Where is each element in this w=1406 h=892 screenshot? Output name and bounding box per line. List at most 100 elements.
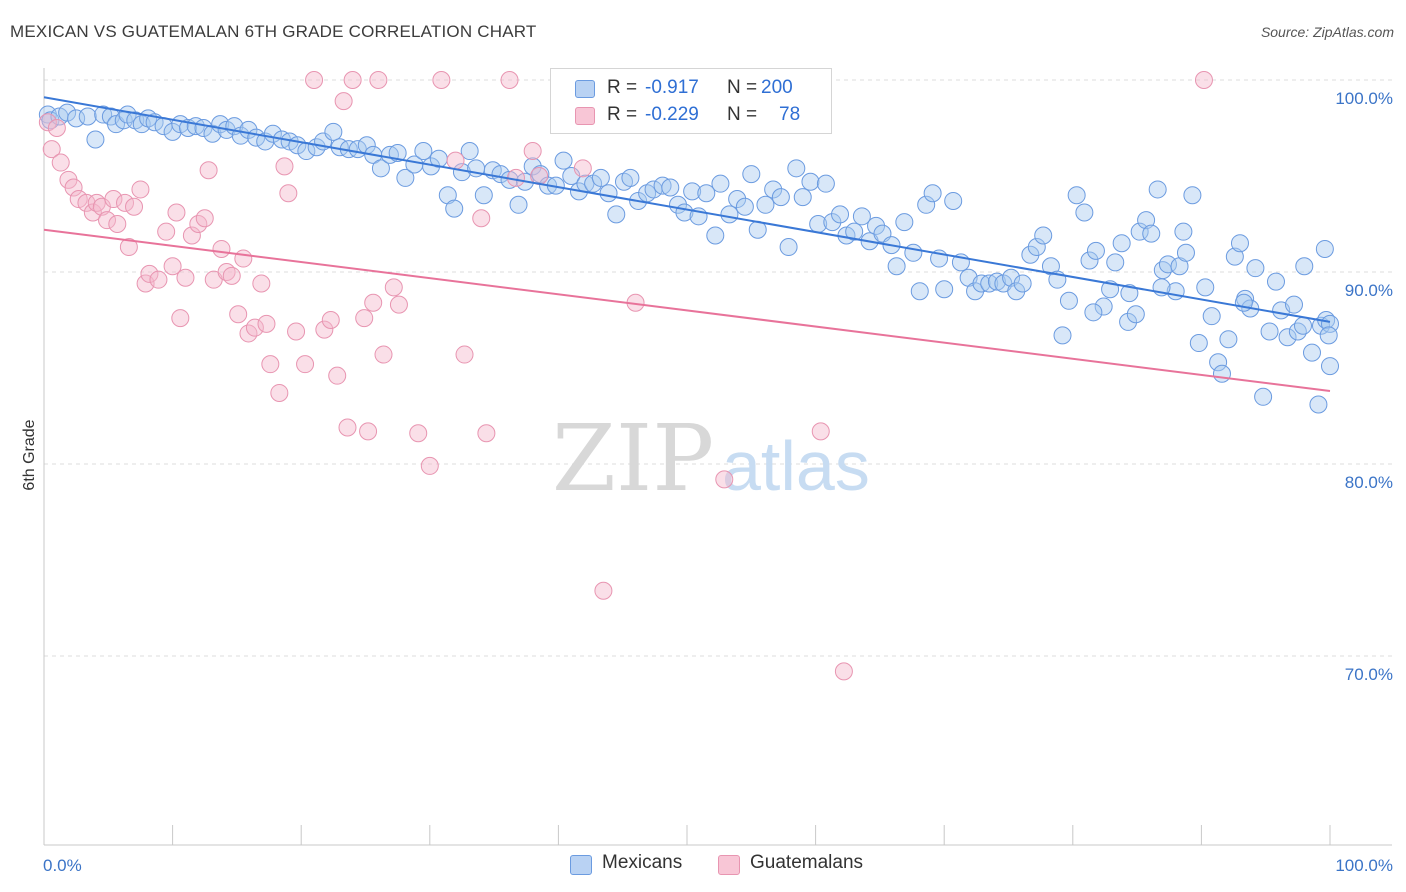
guatemalan-point[interactable] [171, 309, 190, 328]
mexican-point[interactable] [1209, 353, 1228, 372]
mexican-point[interactable] [1189, 334, 1208, 353]
mexican-point[interactable] [324, 122, 343, 141]
mexican-point[interactable] [1284, 295, 1303, 314]
guatemalan-point[interactable] [343, 71, 362, 89]
mexican-point[interactable] [1148, 180, 1167, 199]
mexican-point[interactable] [1254, 387, 1273, 406]
mexican-point[interactable] [1021, 245, 1040, 264]
mexican-point[interactable] [1212, 364, 1231, 383]
mexican-point[interactable] [683, 182, 702, 201]
mexican-point[interactable] [944, 191, 963, 210]
mexican-point[interactable] [1027, 238, 1046, 257]
guatemalan-point[interactable] [212, 239, 231, 258]
guatemalan-point[interactable] [374, 345, 393, 364]
mexican-point[interactable] [706, 226, 725, 245]
guatemalan-point[interactable] [315, 320, 334, 339]
mexican-point[interactable] [41, 111, 60, 130]
mexican-point[interactable] [1183, 186, 1202, 205]
mexican-point[interactable] [1002, 268, 1021, 287]
mexican-point[interactable] [163, 122, 182, 141]
guatemalan-point[interactable] [42, 140, 61, 159]
mexican-point[interactable] [801, 172, 820, 191]
mexican-point[interactable] [591, 168, 610, 187]
mexican-point[interactable] [1084, 303, 1103, 322]
mexican-point[interactable] [1130, 222, 1149, 241]
guatemalan-point[interactable] [1194, 71, 1213, 89]
mexican-point[interactable] [1230, 234, 1249, 253]
guatemalan-point[interactable] [222, 266, 241, 285]
guatemalan-point[interactable] [834, 662, 853, 681]
mexican-point[interactable] [1196, 278, 1215, 297]
guatemalan-point[interactable] [157, 222, 176, 241]
guatemalan-point[interactable] [594, 581, 613, 600]
guatemalan-point[interactable] [149, 270, 168, 289]
mexican-point[interactable] [1225, 247, 1244, 266]
mexican-point[interactable] [1119, 312, 1138, 331]
guatemalan-point[interactable] [409, 424, 428, 443]
guatemalan-point[interactable] [64, 178, 83, 197]
mexican-point[interactable] [621, 168, 640, 187]
mexican-point[interactable] [711, 174, 730, 193]
mexican-point[interactable] [895, 213, 914, 232]
mexican-point[interactable] [845, 222, 864, 241]
guatemalan-point[interactable] [131, 180, 150, 199]
mexican-point[interactable] [445, 199, 464, 218]
mexican-point[interactable] [661, 178, 680, 197]
mexican-point[interactable] [735, 197, 754, 216]
guatemalan-point[interactable] [455, 345, 474, 364]
mexican-point[interactable] [867, 216, 886, 235]
mexican-point[interactable] [756, 195, 775, 214]
guatemalan-point[interactable] [83, 203, 102, 222]
mexican-point[interactable] [1321, 357, 1339, 376]
mexican-point[interactable] [396, 168, 415, 187]
guatemalan-point[interactable] [811, 422, 830, 441]
mexican-point[interactable] [1137, 211, 1156, 230]
guatemalan-point[interactable] [108, 215, 127, 233]
mexican-point[interactable] [1309, 395, 1328, 414]
guatemalan-point[interactable] [116, 193, 135, 212]
guatemalan-point[interactable] [305, 71, 324, 89]
mexican-point[interactable] [1067, 186, 1086, 205]
mexican-point[interactable] [771, 188, 790, 207]
guatemalan-point[interactable] [523, 142, 542, 161]
mexican-point[interactable] [728, 190, 747, 209]
mexican-point[interactable] [987, 272, 1006, 291]
mexican-point[interactable] [388, 143, 407, 162]
guatemalan-point[interactable] [229, 305, 248, 324]
mexican-point[interactable] [58, 103, 77, 122]
guatemalan-point[interactable] [199, 161, 218, 180]
guatemalan-point[interactable] [364, 293, 383, 312]
mexican-point[interactable] [371, 159, 390, 178]
mexican-point[interactable] [1120, 284, 1139, 303]
guatemalan-point[interactable] [270, 383, 289, 402]
mexican-point[interactable] [78, 107, 97, 126]
mexican-point[interactable] [1260, 322, 1279, 341]
mexican-point[interactable] [1034, 226, 1053, 245]
mexican-point[interactable] [1080, 251, 1099, 270]
guatemalan-point[interactable] [98, 211, 117, 230]
mexican-point[interactable] [509, 195, 528, 214]
guatemalan-point[interactable] [446, 151, 465, 170]
guatemalan-point[interactable] [182, 226, 201, 245]
mexican-point[interactable] [414, 142, 433, 161]
mexican-point[interactable] [1059, 291, 1078, 310]
mexican-point[interactable] [1075, 203, 1094, 222]
guatemalan-point[interactable] [472, 209, 491, 228]
guatemalan-point[interactable] [384, 278, 403, 297]
mexican-point[interactable] [1158, 255, 1177, 274]
mexican-point[interactable] [1278, 328, 1297, 347]
mexican-point[interactable] [935, 280, 954, 299]
mexican-point[interactable] [697, 184, 716, 203]
guatemalan-point[interactable] [432, 71, 451, 89]
guatemalan-point[interactable] [119, 238, 138, 257]
guatemalan-point[interactable] [359, 422, 378, 441]
guatemalan-point[interactable] [257, 314, 276, 333]
mexican-point[interactable] [1293, 316, 1312, 335]
guatemalan-point[interactable] [573, 159, 592, 178]
mexican-point[interactable] [94, 105, 113, 124]
guatemalan-point[interactable] [38, 113, 57, 132]
guatemalan-point[interactable] [167, 203, 186, 222]
mexican-point[interactable] [1112, 234, 1131, 253]
mexican-point[interactable] [910, 282, 929, 301]
mexican-point[interactable] [816, 174, 835, 193]
